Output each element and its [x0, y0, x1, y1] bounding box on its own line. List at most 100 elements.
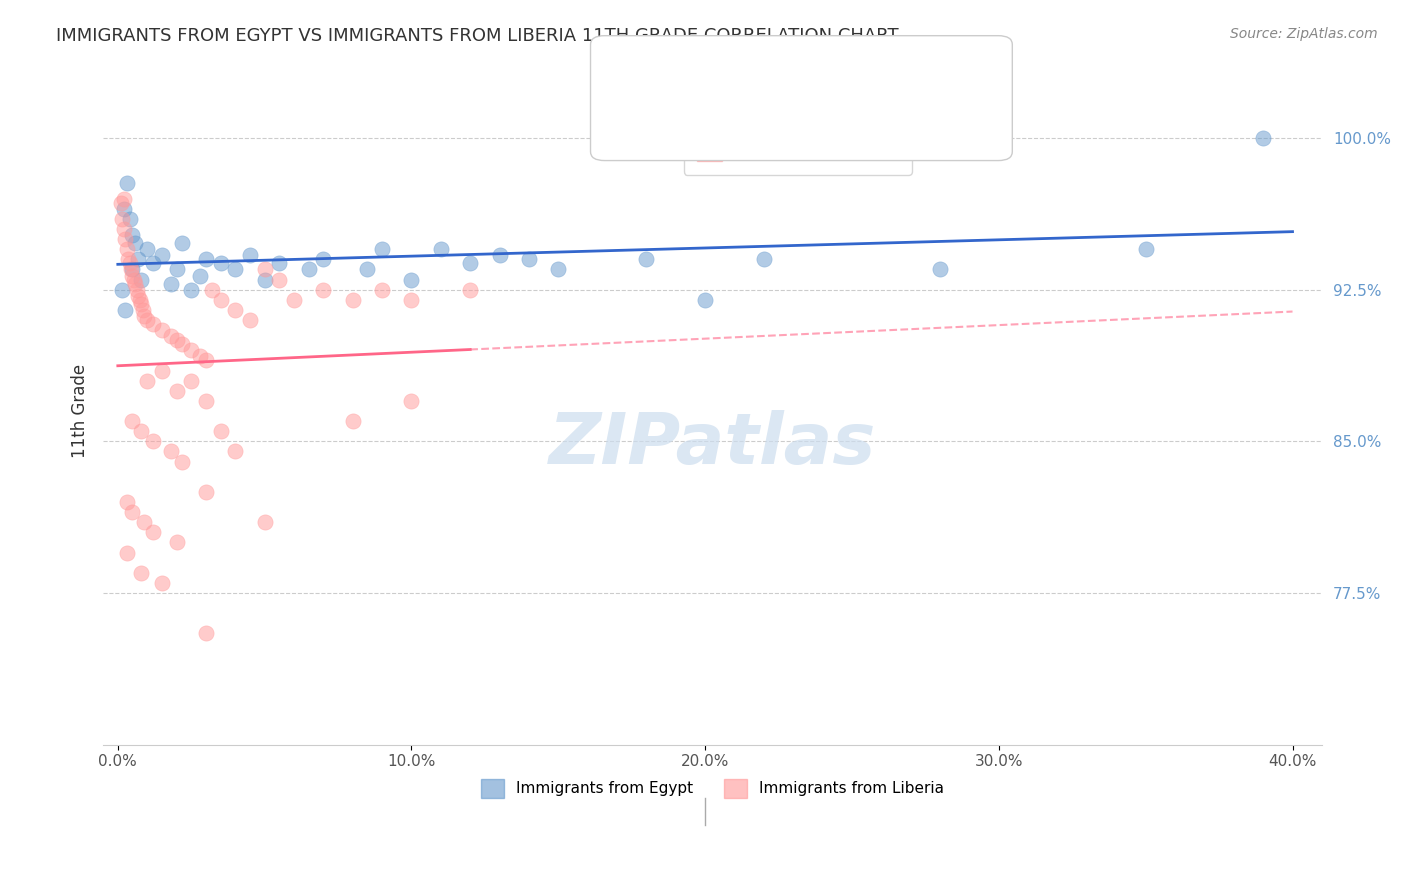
Point: [188, 268, 211, 283]
Point: [371, 283, 394, 297]
Point: [150, 323, 173, 337]
Point: [111, 211, 134, 226]
Point: [111, 283, 134, 297]
Point: [121, 262, 143, 277]
Point: [239, 248, 262, 262]
Point: [122, 272, 145, 286]
Point: [209, 424, 232, 438]
Point: [159, 277, 181, 291]
Point: [159, 444, 181, 458]
Point: [458, 283, 481, 297]
Point: [180, 374, 202, 388]
Point: [283, 293, 305, 307]
Point: [142, 256, 165, 270]
Point: [166, 384, 188, 398]
Point: [194, 252, 217, 267]
Point: [131, 297, 153, 311]
Y-axis label: 11th Grade: 11th Grade: [72, 364, 89, 458]
Point: [224, 262, 246, 277]
Point: [180, 343, 202, 358]
Point: [430, 242, 453, 256]
Point: [166, 333, 188, 347]
Point: [929, 262, 952, 277]
Point: [356, 262, 378, 277]
Point: [114, 232, 136, 246]
Point: [401, 293, 423, 307]
Point: [253, 262, 276, 277]
Point: [115, 176, 138, 190]
Point: [127, 252, 149, 267]
Text: IMMIGRANTS FROM EGYPT VS IMMIGRANTS FROM LIBERIA 11TH GRADE CORRELATION CHART: IMMIGRANTS FROM EGYPT VS IMMIGRANTS FROM…: [56, 27, 898, 45]
Point: [239, 313, 262, 327]
Point: [112, 192, 135, 206]
Point: [172, 236, 194, 251]
Point: [128, 293, 150, 307]
Point: [121, 228, 143, 243]
Point: [458, 256, 481, 270]
Text: Source: ZipAtlas.com: Source: ZipAtlas.com: [1230, 27, 1378, 41]
Point: [150, 248, 173, 262]
Point: [136, 242, 159, 256]
Point: [194, 353, 217, 368]
Point: [112, 222, 135, 236]
Point: [180, 283, 202, 297]
Point: [201, 283, 224, 297]
Point: [209, 256, 232, 270]
Point: [194, 393, 217, 408]
Point: [194, 626, 217, 640]
Point: [312, 252, 335, 267]
Point: [118, 256, 141, 270]
Point: [253, 515, 276, 529]
Legend: Immigrants from Egypt, Immigrants from Liberia: Immigrants from Egypt, Immigrants from L…: [475, 772, 950, 804]
Point: [166, 535, 188, 549]
Point: [120, 262, 142, 277]
Point: [224, 444, 246, 458]
Point: [115, 495, 138, 509]
Point: [695, 293, 717, 307]
Point: [142, 317, 165, 331]
Point: [117, 252, 139, 267]
Point: [371, 242, 394, 256]
Point: [150, 363, 173, 377]
Point: [312, 283, 335, 297]
Point: [224, 302, 246, 317]
Point: [269, 256, 291, 270]
Point: [342, 414, 364, 428]
Point: [269, 272, 291, 286]
Point: [115, 242, 138, 256]
Point: [118, 211, 141, 226]
Point: [124, 277, 146, 291]
Point: [517, 252, 540, 267]
Point: [172, 337, 194, 351]
Point: [121, 414, 143, 428]
Point: [752, 252, 775, 267]
Point: [125, 283, 148, 297]
Point: [124, 236, 146, 251]
Point: [172, 454, 194, 468]
Point: [131, 424, 153, 438]
Point: [342, 293, 364, 307]
Point: [159, 329, 181, 343]
Text: ZIPatlas: ZIPatlas: [548, 410, 876, 479]
Point: [1251, 131, 1274, 145]
Point: [636, 252, 658, 267]
Point: [131, 272, 153, 286]
Point: [142, 434, 165, 449]
Point: [112, 202, 135, 216]
Point: [115, 545, 138, 559]
Point: [194, 484, 217, 499]
Point: [114, 302, 136, 317]
Point: [298, 262, 321, 277]
Point: [142, 525, 165, 540]
Point: [209, 293, 232, 307]
Point: [401, 393, 423, 408]
Point: [1135, 242, 1157, 256]
Point: [110, 195, 132, 210]
Point: [166, 262, 188, 277]
Point: [253, 272, 276, 286]
Point: [131, 566, 153, 580]
Point: [127, 289, 149, 303]
Point: [132, 302, 155, 317]
Point: [121, 268, 143, 283]
Point: [136, 313, 159, 327]
